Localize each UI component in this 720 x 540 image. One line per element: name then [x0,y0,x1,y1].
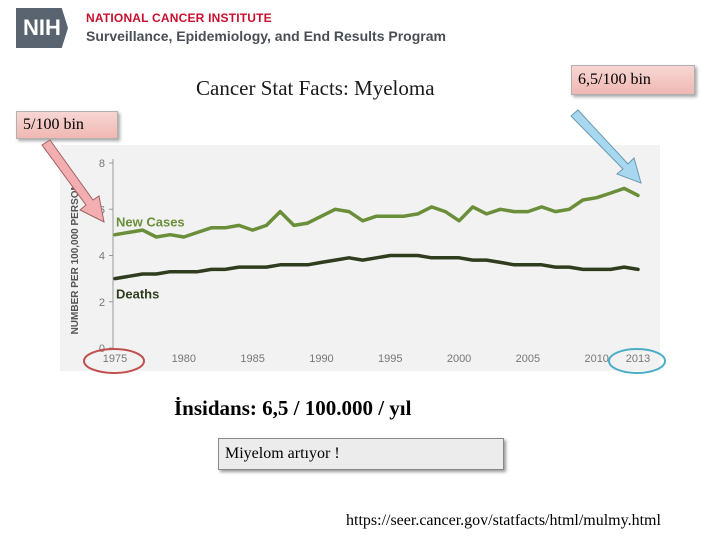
x-tick-label: 1995 [378,353,402,365]
x-tick-label: 1980 [172,353,196,365]
slide-title: Cancer Stat Facts: Myeloma [196,76,435,100]
series-label-new-cases: New Cases [116,215,185,230]
callout-end-label: 6,5/100 bin [578,71,651,88]
x-tick-label: 1990 [309,353,333,365]
nih-logo: NIH [16,8,68,48]
x-tick-label: 2010 [584,353,608,365]
y-tick-label: 2 [99,297,105,309]
x-tick-label: 2005 [516,353,540,365]
incidence-statement: İnsidans: 6,5 / 100.000 / yıl [174,396,412,420]
note-box: Miyelom artıyor ! [218,438,504,470]
x-tick-label: 1975 [103,353,127,365]
y-tick-label: 8 [99,158,105,170]
series-line-new-cases [113,186,640,239]
source-link[interactable]: https://seer.cancer.gov/statfacts/html/m… [346,512,661,529]
callout-end-rate: 6,5/100 bin [571,65,695,95]
y-axis-label: NUMBER PER 100,000 PERSONS [70,176,81,334]
series-label-deaths: Deaths [116,287,159,302]
callout-start-rate: 5/100 bin [16,111,118,139]
note-text: Miyelom artıyor ! [225,445,340,462]
x-tick-label: 2013 [626,353,650,365]
callout-start-label: 5/100 bin [23,116,84,133]
program-name: Surveillance, Epidemiology, and End Resu… [86,28,446,44]
x-tick-label: 2000 [447,353,471,365]
x-tick-label: 1985 [240,353,264,365]
y-tick-label: 6 [99,204,105,216]
y-tick-label: 4 [99,251,105,263]
institute-name: NATIONAL CANCER INSTITUTE [86,11,272,25]
series-line-deaths [113,253,640,281]
